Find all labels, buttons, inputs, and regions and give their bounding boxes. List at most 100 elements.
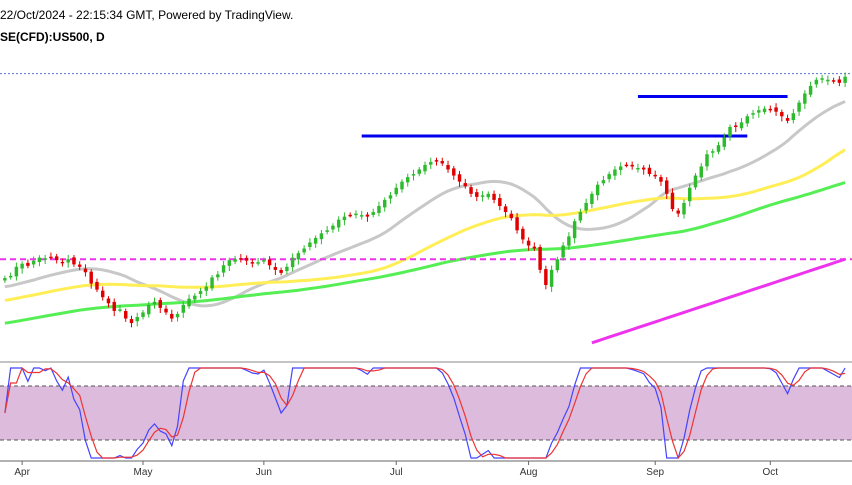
candle-body: [8, 275, 13, 278]
candle-body: [509, 213, 514, 219]
candle-body: [521, 228, 525, 240]
candle-body: [601, 180, 606, 184]
candle-body: [267, 259, 272, 266]
candle-body: [676, 210, 680, 214]
candle-body: [72, 257, 76, 265]
candle-body: [803, 93, 807, 104]
candle-body: [647, 167, 652, 175]
candle-body: [204, 286, 209, 291]
candle-body: [774, 107, 778, 112]
candle-body: [3, 278, 7, 281]
stochastic-d-line: [4, 367, 846, 460]
candle-body: [20, 263, 24, 269]
candle-body: [296, 253, 301, 260]
candle-body: [515, 217, 519, 231]
candle-body: [469, 187, 473, 194]
candle-body: [60, 261, 65, 264]
candle-body: [457, 174, 462, 182]
candle-body: [54, 256, 59, 261]
candle-body: [279, 269, 283, 273]
candle-body: [193, 295, 197, 300]
chart-timestamp: 22/Oct/2024 - 22:15:34 GMT, Powered by T…: [0, 8, 294, 22]
candle-body: [826, 79, 830, 82]
candle-body: [446, 164, 450, 170]
candle-body: [751, 113, 755, 115]
ma-20-line: [4, 100, 846, 308]
candle-body: [463, 183, 468, 187]
candle-body: [526, 240, 531, 246]
candle-body: [555, 259, 560, 271]
candle-body: [699, 166, 703, 178]
candle-body: [95, 281, 99, 290]
candle-body: [66, 259, 70, 263]
candle-body: [837, 79, 842, 83]
candle-body: [641, 167, 646, 170]
candle-body: [682, 202, 686, 215]
candle-body: [716, 145, 721, 152]
candle-body: [429, 161, 433, 165]
x-tick-label: Apr: [14, 467, 30, 478]
candle-body: [745, 116, 750, 124]
candle-body: [670, 192, 675, 210]
candle-body: [331, 225, 335, 230]
candle-body: [711, 151, 715, 153]
candle-body: [561, 245, 565, 258]
candle-body: [118, 309, 122, 311]
candle-body: [233, 259, 237, 262]
candle-body: [406, 177, 410, 183]
candle-body: [273, 267, 278, 270]
stochastic-band: [0, 386, 852, 440]
candle-body: [49, 256, 53, 259]
candle-body: [187, 298, 191, 307]
candle-body: [630, 164, 634, 167]
candle-body: [440, 161, 444, 164]
candle-body: [434, 160, 439, 162]
candle-body: [239, 258, 243, 260]
candle-body: [618, 166, 623, 171]
candle-body: [394, 187, 398, 195]
candle-body: [739, 122, 744, 129]
candle-body: [475, 192, 479, 197]
candle-body: [814, 79, 819, 85]
time-axis-labels: Apr May Jun Jul Aug Sep Oct: [14, 461, 778, 478]
candle-body: [757, 110, 761, 113]
candle-body: [486, 193, 491, 198]
candle-body: [584, 202, 588, 211]
candle-body: [302, 248, 306, 253]
candle-body: [595, 184, 600, 196]
candle-body: [636, 167, 640, 170]
stochastic-panel: [0, 367, 852, 460]
candle-body: [785, 118, 790, 121]
candle-body: [37, 257, 42, 262]
candle-body: [768, 108, 773, 111]
candle-body: [106, 298, 111, 304]
x-tick-label: May: [134, 467, 153, 478]
x-tick-label: Jun: [256, 467, 272, 478]
candle-body: [77, 264, 82, 267]
candle-body: [14, 266, 19, 277]
candle-body: [325, 230, 329, 232]
ma-200-line: [591, 257, 846, 345]
candle-body: [31, 260, 36, 265]
candle-body: [532, 246, 537, 249]
candle-body: [342, 216, 347, 221]
candle-body: [607, 174, 611, 180]
price-panel: [0, 72, 852, 345]
x-tick-label: Jul: [390, 467, 403, 478]
candle-body: [83, 268, 88, 273]
chart-symbol: SE(CFD):US500, D: [0, 30, 105, 44]
candle-body: [728, 126, 732, 137]
candle-body: [377, 205, 381, 214]
candle-body: [354, 213, 358, 216]
candle-body: [141, 312, 145, 317]
candle-body: [221, 265, 226, 273]
candle-body: [780, 111, 784, 117]
candle-body: [129, 319, 134, 324]
candle-body: [359, 215, 364, 217]
candle-body: [100, 290, 105, 298]
candle-body: [371, 212, 375, 215]
ma-50-line: [4, 148, 846, 302]
candle-body: [388, 195, 393, 199]
candle-body: [158, 300, 162, 308]
